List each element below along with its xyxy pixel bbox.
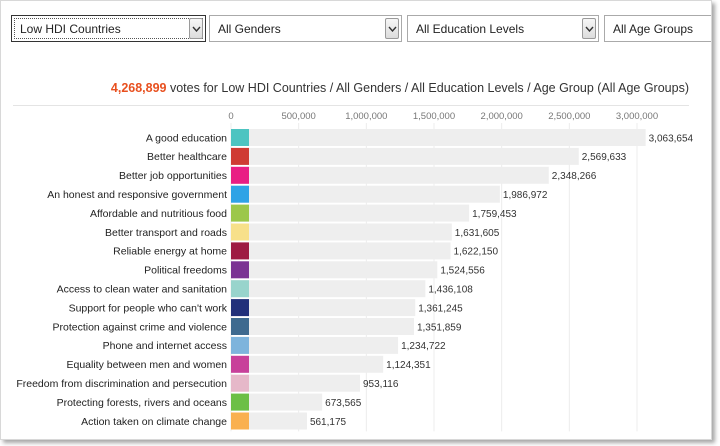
bar bbox=[231, 412, 307, 430]
bar bbox=[231, 185, 500, 203]
value-label: 1,361,245 bbox=[418, 303, 463, 314]
education-select[interactable]: All Education Levels bbox=[407, 15, 599, 42]
value-label: 1,351,859 bbox=[417, 322, 462, 333]
x-tick-label: 2,500,000 bbox=[548, 111, 590, 122]
category-label: An honest and responsive government bbox=[47, 189, 227, 201]
x-tick-label: 500,000 bbox=[281, 111, 315, 122]
bar-swatch bbox=[231, 355, 249, 373]
bar bbox=[231, 242, 451, 260]
category-label: Action taken on climate change bbox=[81, 416, 227, 428]
value-label: 3,063,654 bbox=[649, 133, 694, 144]
region-select[interactable]: Low HDI Countries bbox=[11, 15, 206, 42]
value-label: 953,116 bbox=[363, 379, 399, 390]
bar-swatch bbox=[231, 223, 249, 241]
category-label: Access to clean water and sanitation bbox=[57, 284, 228, 296]
bar-swatch bbox=[231, 185, 249, 203]
category-label: Protection against crime and violence bbox=[52, 321, 227, 333]
bar bbox=[231, 355, 384, 373]
value-label: 1,436,108 bbox=[428, 285, 473, 296]
bar bbox=[231, 147, 579, 165]
category-label: Better transport and roads bbox=[105, 227, 227, 239]
bar-swatch bbox=[231, 412, 249, 430]
category-label: Political freedoms bbox=[144, 265, 227, 277]
value-label: 1,759,453 bbox=[472, 209, 517, 220]
bar-swatch bbox=[231, 204, 249, 222]
bar bbox=[231, 318, 414, 335]
category-label: Better healthcare bbox=[147, 151, 227, 163]
bar-swatch bbox=[231, 393, 249, 411]
category-label: A good education bbox=[146, 132, 227, 144]
x-tick-label: 2,000,000 bbox=[481, 111, 523, 122]
bar bbox=[231, 280, 426, 298]
category-label: Better job opportunities bbox=[119, 170, 227, 182]
category-label: Reliable energy at home bbox=[113, 246, 227, 258]
value-label: 561,175 bbox=[310, 417, 347, 428]
bar bbox=[231, 374, 360, 392]
value-label: 1,524,556 bbox=[440, 266, 485, 277]
bar-swatch bbox=[231, 280, 249, 298]
value-label: 1,124,351 bbox=[386, 360, 431, 371]
bar-swatch bbox=[231, 147, 249, 165]
category-label: Affordable and nutritious food bbox=[90, 208, 227, 220]
vote-summary-text: votes for Low HDI Countries / All Gender… bbox=[169, 81, 689, 95]
bar bbox=[231, 393, 323, 411]
bar bbox=[231, 261, 438, 279]
chevron-down-icon[interactable] bbox=[189, 18, 203, 39]
value-label: 1,234,722 bbox=[401, 341, 446, 352]
gender-select-value: All Genders bbox=[218, 22, 281, 36]
priorities-bar-chart: 0 500,000 1,000,000 1,500,000 2,000,000 2,500… bbox=[16, 111, 694, 432]
category-label: Protecting forests, rivers and oceans bbox=[57, 397, 227, 409]
bar-swatch bbox=[231, 129, 249, 146]
value-label: 1,631,605 bbox=[455, 228, 500, 239]
category-label: Freedom from discrimination and persecut… bbox=[16, 378, 227, 390]
app-frame: Low HDI Countries All Genders All Educat… bbox=[0, 0, 712, 440]
category-label: Phone and internet access bbox=[103, 340, 227, 352]
value-label: 2,348,266 bbox=[552, 171, 597, 182]
x-tick-label: 1,000,000 bbox=[345, 111, 387, 122]
value-label: 1,986,972 bbox=[503, 190, 548, 201]
category-label: Equality between men and women bbox=[66, 359, 227, 371]
x-tick-label: 1,500,000 bbox=[413, 111, 455, 122]
education-select-value: All Education Levels bbox=[416, 22, 525, 36]
bar bbox=[231, 223, 452, 241]
bar bbox=[231, 166, 549, 184]
divider bbox=[13, 105, 689, 106]
bar-swatch bbox=[231, 336, 249, 354]
value-label: 673,565 bbox=[325, 398, 362, 409]
bar-swatch bbox=[231, 242, 249, 260]
chevron-down-icon[interactable] bbox=[385, 18, 399, 39]
age-select[interactable]: All Age Groups bbox=[604, 15, 711, 42]
bar-swatch bbox=[231, 318, 249, 335]
gender-select[interactable]: All Genders bbox=[209, 15, 402, 42]
bar-swatch bbox=[231, 261, 249, 279]
vote-count: 4,268,899 bbox=[110, 81, 167, 95]
bar-swatch bbox=[231, 166, 249, 184]
age-select-value: All Age Groups bbox=[613, 22, 694, 36]
category-label: Support for people who can't work bbox=[69, 302, 228, 314]
x-tick-label: 0 bbox=[228, 111, 233, 122]
bar-swatch bbox=[231, 374, 249, 392]
value-label: 1,622,150 bbox=[454, 247, 499, 258]
x-tick-label: 3,000,000 bbox=[616, 111, 658, 122]
bar bbox=[231, 299, 416, 317]
bar bbox=[231, 129, 646, 146]
vote-summary: 4,268,899 votes for Low HDI Countries / … bbox=[111, 81, 689, 95]
region-select-value: Low HDI Countries bbox=[20, 22, 121, 36]
chevron-down-icon[interactable] bbox=[582, 18, 596, 39]
bar bbox=[231, 204, 470, 222]
value-label: 2,569,633 bbox=[582, 152, 627, 163]
bar-swatch bbox=[231, 299, 249, 317]
bar bbox=[231, 336, 399, 354]
